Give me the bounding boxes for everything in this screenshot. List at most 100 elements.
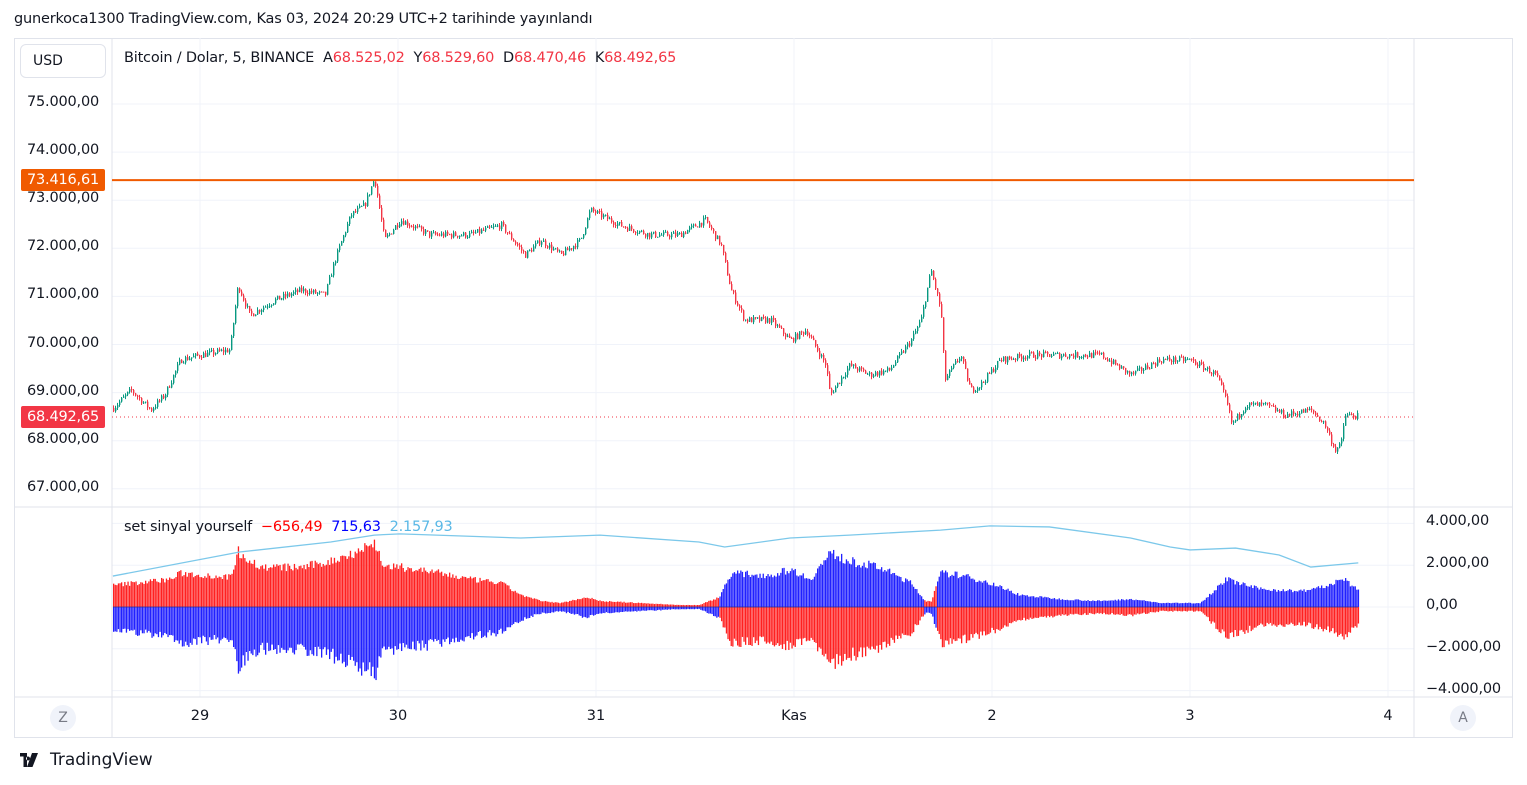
histogram-bar-negative xyxy=(557,607,560,612)
candle-body xyxy=(385,229,387,237)
histogram-bar-positive xyxy=(769,576,771,607)
histogram-bar-positive xyxy=(847,561,849,607)
histogram-bar-positive xyxy=(1119,600,1121,607)
histogram-bar-positive xyxy=(154,578,156,607)
candle-body xyxy=(977,387,979,391)
auto-scale-button[interactable]: A xyxy=(1450,705,1476,731)
candle-body xyxy=(401,221,403,225)
candle-body xyxy=(975,390,977,392)
histogram-bar-positive xyxy=(810,580,812,607)
candle-body xyxy=(175,370,177,375)
histogram-bar-negative xyxy=(1130,607,1132,615)
histogram-bar-positive xyxy=(458,578,460,607)
price-tick-label: 67.000,00 xyxy=(27,478,99,495)
histogram-bar-negative xyxy=(231,607,233,641)
histogram-bar-positive xyxy=(497,583,499,607)
candle-body xyxy=(1031,352,1033,354)
histogram-bar-positive xyxy=(492,582,494,607)
histogram-bar-positive xyxy=(692,605,694,607)
histogram-bar-negative xyxy=(1250,607,1252,632)
histogram-bar-negative xyxy=(1231,607,1233,633)
histogram-bar-negative xyxy=(1242,607,1244,632)
histogram-bar-negative xyxy=(929,607,931,613)
histogram-bar-negative xyxy=(989,607,992,633)
indicator-legend: set sinyal yourself −656,49 715,63 2.157… xyxy=(124,519,453,535)
histogram-bar-positive xyxy=(415,570,417,607)
histogram-bar-negative xyxy=(133,607,136,630)
scale-z-button[interactable]: Z xyxy=(50,705,76,731)
candle-body xyxy=(1237,414,1239,420)
candle-body xyxy=(423,229,425,234)
histogram-bar-positive xyxy=(657,603,659,607)
histogram-bar-positive xyxy=(924,600,926,607)
candle-body xyxy=(719,235,721,245)
candle-body xyxy=(321,291,323,293)
candle-body xyxy=(1085,354,1087,357)
histogram-bar-positive xyxy=(874,562,876,607)
candle-body xyxy=(689,227,691,231)
histogram-bar-negative xyxy=(175,607,177,641)
candle-body xyxy=(1185,359,1187,362)
histogram-bar-negative xyxy=(737,607,739,646)
histogram-bar-positive xyxy=(1095,601,1097,607)
candle-body xyxy=(1035,357,1037,359)
histogram-bar-negative xyxy=(980,607,982,632)
histogram-bar-positive xyxy=(802,573,804,607)
histogram-bar-negative xyxy=(349,607,352,660)
histogram-bar-positive xyxy=(781,568,784,607)
histogram-bar-positive xyxy=(487,579,489,607)
histogram-bar-negative xyxy=(114,607,116,632)
currency-button[interactable]: USD xyxy=(20,44,106,78)
histogram-bar-negative xyxy=(909,607,912,637)
tradingview-logo[interactable]: TradingView xyxy=(14,750,153,770)
histogram-bar-negative xyxy=(1074,607,1076,614)
histogram-bar-positive xyxy=(785,574,787,607)
histogram-bar-negative xyxy=(801,607,803,645)
histogram-bar-positive xyxy=(420,567,422,607)
histogram-bar-positive xyxy=(185,572,187,607)
histogram-bar-positive xyxy=(900,576,902,607)
candle-body xyxy=(683,232,685,238)
histogram-bar-positive xyxy=(933,590,936,607)
histogram-bar-positive xyxy=(1100,601,1102,607)
histogram-bar-negative xyxy=(1175,607,1177,611)
histogram-bar-negative xyxy=(513,607,515,624)
histogram-bar-positive xyxy=(1237,582,1240,607)
histogram-bar-negative xyxy=(365,607,368,672)
candle-body xyxy=(1039,352,1041,355)
candle-body xyxy=(145,401,147,403)
histogram-bar-negative xyxy=(1346,607,1348,638)
histogram-bar-negative xyxy=(385,607,387,650)
histogram-bar-negative xyxy=(353,607,355,661)
histogram-bar-positive xyxy=(1247,586,1249,607)
candle-body xyxy=(359,206,361,208)
candle-body xyxy=(171,383,173,388)
candle-body xyxy=(185,357,187,363)
histogram-bar-positive xyxy=(1210,594,1212,607)
candle-body xyxy=(565,248,567,256)
histogram-bar-negative xyxy=(764,607,766,642)
histogram-bar-negative xyxy=(794,607,796,647)
candle-body xyxy=(851,363,853,366)
histogram-bar-positive xyxy=(465,576,467,607)
histogram-bar-positive xyxy=(1303,589,1305,607)
histogram-bar-negative xyxy=(265,607,267,655)
histogram-bar-positive xyxy=(1141,600,1144,607)
histogram-bar-negative xyxy=(508,607,510,628)
histogram-bar-positive xyxy=(449,572,451,607)
histogram-bar-positive xyxy=(225,574,227,607)
candle-body xyxy=(899,353,901,356)
histogram-bar-negative xyxy=(914,607,916,625)
histogram-bar-positive xyxy=(1129,599,1131,607)
histogram-bar-positive xyxy=(909,580,912,607)
histogram-bar-positive xyxy=(663,604,665,607)
histogram-bar-positive xyxy=(1266,590,1268,607)
histogram-bar-negative xyxy=(889,607,891,646)
histogram-bar-positive xyxy=(618,601,620,607)
histogram-bar-positive xyxy=(693,604,696,607)
candle-body xyxy=(1167,357,1169,360)
histogram-bar-negative xyxy=(615,607,617,613)
histogram-bar-negative xyxy=(490,607,492,636)
candle-body xyxy=(829,373,831,389)
